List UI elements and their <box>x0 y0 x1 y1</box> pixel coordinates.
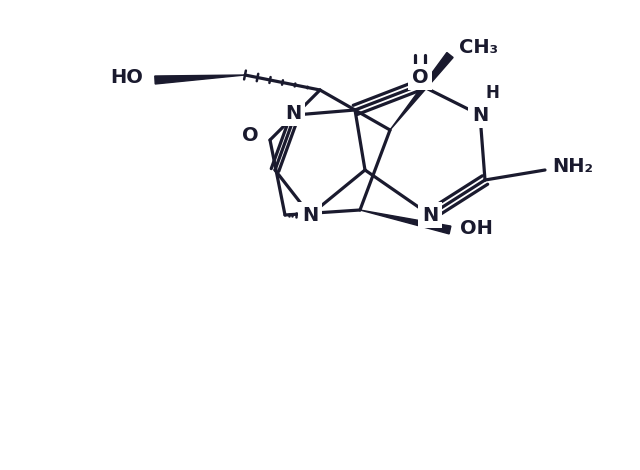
Text: N: N <box>302 205 318 225</box>
Text: N: N <box>422 205 438 225</box>
Text: CH₃: CH₃ <box>458 38 497 56</box>
Text: NH₂: NH₂ <box>552 157 593 175</box>
Text: N: N <box>472 105 488 125</box>
Text: O: O <box>412 68 428 86</box>
Polygon shape <box>155 75 245 84</box>
Text: N: N <box>285 103 301 123</box>
Text: HO: HO <box>111 68 143 86</box>
Text: OH: OH <box>460 219 492 237</box>
Text: H: H <box>485 84 499 102</box>
Text: O: O <box>242 125 259 144</box>
Polygon shape <box>360 210 451 234</box>
Polygon shape <box>390 53 453 130</box>
